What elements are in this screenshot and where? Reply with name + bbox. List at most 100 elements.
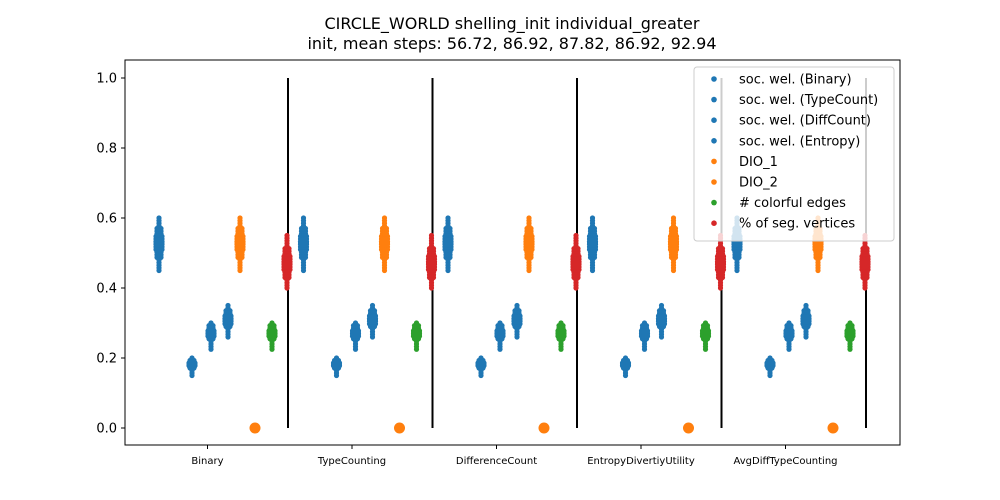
data-point <box>352 320 359 326</box>
mean-point <box>249 422 261 434</box>
legend-marker <box>711 138 717 144</box>
data-point <box>189 355 195 361</box>
series-dio-2 <box>234 215 824 274</box>
legend-label: DIO_1 <box>739 155 778 170</box>
data-point <box>702 320 709 326</box>
data-point <box>413 320 420 326</box>
chart-title-line1: CIRCLE_WORLD shelling_init individual_gr… <box>324 14 700 33</box>
series-soc-wel-typecount- <box>186 355 776 379</box>
mean-point <box>331 359 342 371</box>
mean-point <box>800 314 812 325</box>
data-point <box>803 302 809 309</box>
data-point <box>269 320 275 326</box>
mean-point <box>234 237 246 248</box>
legend-marker <box>711 220 717 226</box>
data-point <box>381 215 388 221</box>
mean-point <box>570 258 582 269</box>
mean-point <box>475 359 487 371</box>
chart-title-line2: init, mean steps: 56.72, 86.92, 87.82, 8… <box>307 34 717 53</box>
legend-label: % of seg. vertices <box>739 217 855 232</box>
mean-point <box>205 328 217 339</box>
mean-point <box>764 359 776 371</box>
mean-point <box>511 314 523 325</box>
mean-point <box>379 237 390 248</box>
data-point <box>622 355 629 361</box>
x-axis: Binary TypeCounting DifferenceCount Entropy… <box>191 445 838 467</box>
mean-point <box>394 422 405 434</box>
x-tick-label: TypeCounting <box>317 456 386 467</box>
mean-point <box>715 258 726 269</box>
data-point <box>847 320 853 326</box>
data-point <box>786 320 792 326</box>
legend-label: DIO_2 <box>739 176 778 191</box>
x-tick-label: DifferenceCount <box>456 456 537 467</box>
mean-point <box>494 328 506 339</box>
data-point <box>670 215 677 221</box>
mean-point <box>281 258 293 269</box>
data-point <box>497 320 503 326</box>
y-tick-label: 0.8 <box>96 142 117 157</box>
legend-marker <box>711 76 717 82</box>
mean-point <box>783 328 795 339</box>
data-points <box>153 215 871 434</box>
mean-point <box>668 237 679 248</box>
data-point <box>333 355 340 361</box>
data-point <box>514 302 520 309</box>
legend-marker <box>711 179 717 185</box>
legend-label: soc. wel. (TypeCount) <box>739 93 878 108</box>
y-axis: 0.0 0.2 0.4 0.6 0.8 1.0 <box>96 72 125 437</box>
mean-point <box>350 328 361 339</box>
legend-box <box>693 66 895 242</box>
mean-point <box>639 328 650 339</box>
mean-point <box>411 328 422 339</box>
data-point <box>658 302 665 309</box>
series--colorful-edges <box>266 320 856 352</box>
mean-point <box>523 237 535 248</box>
legend-label: soc. wel. (DiffCount) <box>739 114 871 129</box>
mean-point <box>298 237 309 248</box>
series-dio-1 <box>249 422 839 434</box>
y-tick-label: 0.0 <box>96 422 117 437</box>
legend-label: soc. wel. (Binary) <box>739 73 852 88</box>
mean-point <box>859 258 871 269</box>
series-soc-wel-entropy- <box>222 302 812 340</box>
data-point <box>225 302 231 309</box>
data-point <box>300 215 307 221</box>
mean-point <box>700 328 711 339</box>
legend-label: # colorful edges <box>739 196 846 211</box>
mean-point <box>683 422 694 434</box>
legend-marker <box>711 199 717 206</box>
data-point <box>428 232 435 239</box>
series--of-seg-vertices <box>281 232 871 291</box>
data-point <box>558 320 564 326</box>
legend-label: soc. wel. (Entropy) <box>739 134 860 149</box>
mean-point <box>844 328 856 339</box>
mean-point <box>620 359 631 371</box>
y-tick-label: 1.0 <box>96 72 117 87</box>
mean-point <box>442 237 454 248</box>
data-point <box>284 232 290 239</box>
y-tick-label: 0.2 <box>96 352 117 367</box>
x-tick-label: EntropyDivertiyUtility <box>587 456 695 467</box>
data-point <box>237 215 243 221</box>
data-point <box>573 232 579 239</box>
plot-area <box>124 59 901 446</box>
mean-point <box>222 314 234 325</box>
data-point <box>156 215 162 221</box>
mean-point <box>827 422 839 434</box>
y-tick-label: 0.4 <box>96 282 117 297</box>
mean-point <box>656 314 667 325</box>
y-tick-label: 0.6 <box>96 212 117 227</box>
data-point <box>767 355 773 361</box>
x-tick-label: AvgDiffTypeCounting <box>733 456 837 467</box>
mean-point <box>153 237 165 248</box>
legend-marker <box>711 96 717 103</box>
mean-point <box>587 237 598 248</box>
data-point <box>641 320 648 326</box>
mean-point <box>538 422 550 434</box>
data-point <box>526 215 532 221</box>
mean-point <box>555 328 567 339</box>
data-point <box>589 215 596 221</box>
data-point <box>478 355 484 361</box>
